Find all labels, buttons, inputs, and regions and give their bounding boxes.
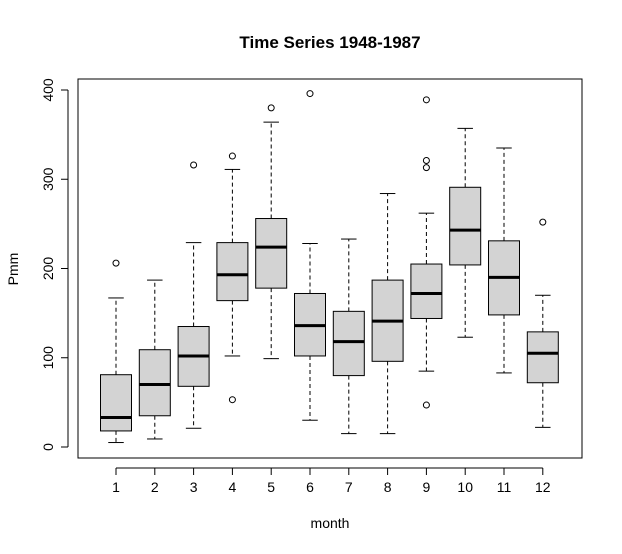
x-tick-label: 2 [151, 479, 159, 495]
x-tick-label: 9 [423, 479, 431, 495]
outlier-point [267, 104, 275, 112]
outlier-point [112, 259, 120, 267]
outlier-point [306, 90, 314, 98]
y-tick-label: 200 [40, 257, 56, 281]
x-tick-label: 11 [497, 479, 512, 495]
box [526, 331, 559, 384]
x-tick-label: 10 [457, 479, 473, 495]
outlier-point [422, 164, 430, 172]
box [332, 310, 365, 377]
x-tick-label: 5 [267, 479, 275, 495]
x-tick-label: 3 [190, 479, 198, 495]
x-tick-label: 12 [535, 479, 551, 495]
y-tick-label: 300 [40, 167, 56, 191]
box [100, 374, 132, 432]
x-tick-label: 4 [229, 479, 237, 495]
x-tick-label: 8 [384, 479, 392, 495]
plot-frame [77, 78, 583, 459]
outlier-point [190, 161, 198, 169]
x-tick-label: 7 [345, 479, 353, 495]
box [449, 186, 482, 266]
box [410, 263, 443, 319]
y-tick-label: 0 [40, 443, 56, 451]
box [255, 218, 288, 289]
chart-title: Time Series 1948-1987 [239, 33, 420, 52]
outlier-point [422, 401, 430, 409]
box [216, 242, 249, 302]
outlier-point [539, 218, 547, 226]
x-tick-label: 1 [112, 479, 120, 495]
x-tick-label: 6 [306, 479, 314, 495]
y-tick-label: 100 [40, 346, 56, 370]
outlier-point [228, 152, 236, 160]
outlier-point [422, 96, 430, 104]
x-axis-label: month [311, 515, 350, 531]
outlier-point [422, 157, 430, 165]
box [138, 349, 171, 417]
y-axis-label: Pmm [5, 253, 21, 286]
y-tick-label: 400 [40, 78, 56, 102]
outlier-point [228, 396, 236, 404]
